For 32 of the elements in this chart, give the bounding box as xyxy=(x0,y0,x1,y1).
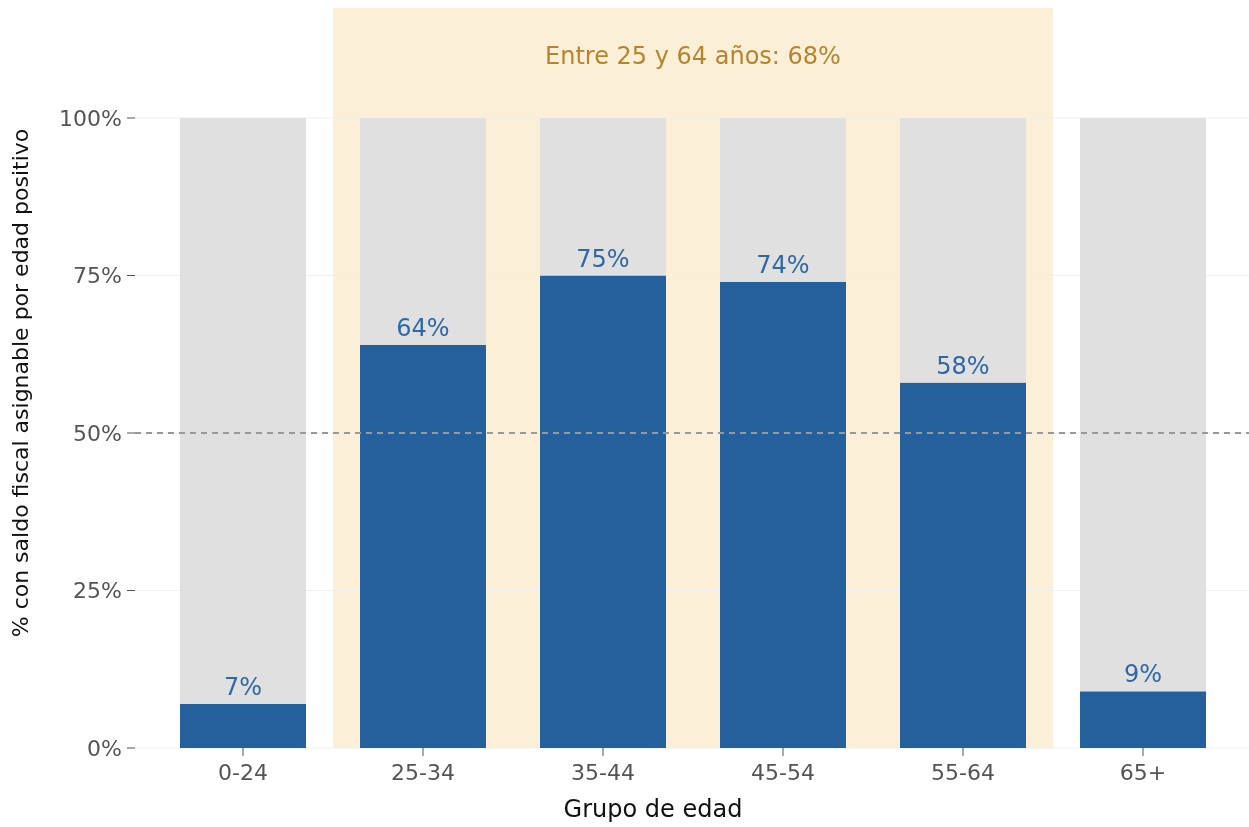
x-tick-label: 25-34 xyxy=(391,760,455,785)
data-label: 75% xyxy=(576,244,630,273)
y-tick-label: 100% xyxy=(59,105,122,131)
bar xyxy=(360,344,486,748)
data-label: 58% xyxy=(936,351,990,380)
bar xyxy=(180,118,306,704)
bar xyxy=(900,382,1026,748)
bar xyxy=(1080,118,1206,692)
bar xyxy=(720,118,846,282)
x-tick-label: 0-24 xyxy=(218,760,268,785)
bar xyxy=(720,281,846,748)
x-tick-label: 35-44 xyxy=(571,760,635,785)
y-tick-label: 0% xyxy=(87,735,122,761)
data-label: 64% xyxy=(396,313,450,342)
data-label: 7% xyxy=(223,672,263,701)
data-label: 74% xyxy=(756,250,810,279)
bar xyxy=(540,118,666,276)
y-tick-label: 50% xyxy=(73,420,122,446)
y-tick-label: 75% xyxy=(73,263,122,289)
y-axis-title: % con saldo fiscal asignable por edad positivo xyxy=(8,128,33,638)
x-axis-title: Grupo de edad xyxy=(563,795,743,823)
x-tick-label: 55-64 xyxy=(931,760,995,785)
bar xyxy=(180,703,306,748)
bar xyxy=(360,118,486,345)
y-tick-label: 25% xyxy=(73,578,122,604)
x-tick-label: 65+ xyxy=(1119,760,1167,785)
data-label: 9% xyxy=(1123,660,1163,689)
bar xyxy=(540,275,666,748)
bar xyxy=(900,118,1026,383)
x-tick-label: 45-54 xyxy=(751,760,815,785)
band-label: Entre 25 y 64 años: 68% xyxy=(545,42,841,70)
bar xyxy=(1080,691,1206,748)
